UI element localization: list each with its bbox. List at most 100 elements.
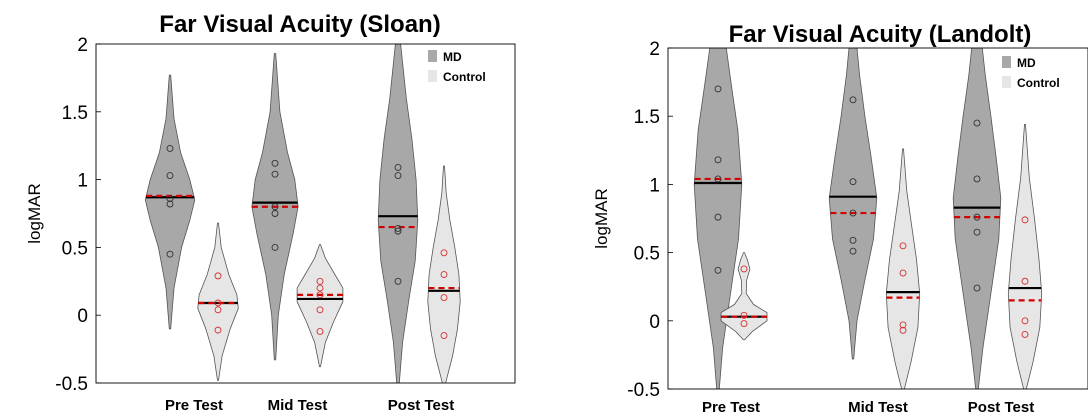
legend-swatch-control [428, 70, 437, 82]
data-point [440, 294, 448, 302]
data-point [271, 203, 279, 211]
data-point [394, 163, 402, 171]
data-point [394, 172, 402, 179]
data-point [394, 277, 402, 285]
data-point [849, 247, 857, 255]
chart-title: Far Visual Acuity (Landolt) [729, 21, 1032, 48]
data-point [166, 195, 174, 203]
data-point [1021, 330, 1029, 338]
violin-control-2 [885, 148, 921, 389]
data-point [440, 249, 448, 257]
x-tick-label: Mid Test [268, 397, 328, 414]
data-point [271, 243, 279, 251]
data-point [714, 266, 722, 274]
x-tick-label: Post Test [968, 399, 1034, 416]
data-point [316, 291, 324, 299]
x-tick-label: Pre Test [165, 397, 223, 414]
legend-swatch-md [428, 50, 437, 62]
y-axis-label: logMAR [25, 183, 44, 243]
data-point [214, 326, 222, 334]
data-point [440, 332, 448, 339]
y-tick-label: 0 [77, 306, 88, 327]
data-point [740, 320, 748, 327]
x-tick-label: Mid Test [848, 399, 908, 416]
legend-label-md: MD [443, 50, 462, 64]
violin-md-2 [828, 48, 878, 360]
chart-title: Far Visual Acuity (Sloan) [159, 11, 440, 38]
data-point [714, 156, 722, 164]
data-point [394, 227, 402, 235]
data-point [899, 326, 907, 334]
y-tick-label: 2 [649, 39, 660, 60]
legend-swatch-md [1002, 56, 1011, 68]
data-point [166, 250, 174, 258]
violin-control-3 [1007, 124, 1043, 389]
data-point [849, 96, 857, 104]
data-point [1021, 277, 1029, 285]
data-point [973, 284, 981, 292]
data-point [271, 159, 279, 167]
data-point [714, 175, 722, 183]
data-point [849, 178, 857, 186]
data-point [973, 228, 981, 236]
data-point [214, 272, 222, 280]
data-point [740, 311, 748, 319]
violin-control-3 [427, 165, 461, 383]
data-point [973, 175, 981, 183]
data-point [899, 269, 907, 277]
data-point [271, 210, 279, 217]
data-point [440, 271, 448, 278]
data-point [316, 277, 324, 285]
data-point [849, 236, 857, 244]
y-tick-label: -0.5 [55, 374, 88, 395]
data-point [316, 306, 324, 314]
data-point [1021, 317, 1029, 325]
violin-md-1 [693, 48, 743, 389]
data-point [316, 284, 324, 292]
data-point [714, 85, 722, 93]
x-tick-label: Post Test [388, 397, 454, 414]
data-point [899, 242, 907, 250]
data-point [214, 306, 222, 314]
y-tick-label: 0.5 [62, 238, 88, 259]
plot-area [144, 44, 461, 383]
y-tick-label: 1 [77, 171, 88, 192]
violin-control-1 [720, 252, 768, 341]
violin-control-2 [296, 244, 344, 368]
plot-area [693, 48, 1043, 389]
data-point [166, 172, 174, 179]
violin-md-3 [377, 44, 419, 383]
y-tick-label: 0 [649, 312, 660, 333]
y-tick-label: 1 [649, 175, 660, 196]
data-point [394, 224, 402, 232]
data-point [166, 200, 174, 208]
x-tick-label: Pre Test [702, 399, 760, 416]
legend-label-control: Control [1017, 76, 1060, 90]
data-point [973, 119, 981, 127]
data-point [214, 299, 222, 307]
y-tick-label: 2 [77, 35, 88, 56]
data-point [973, 213, 981, 221]
legend-label-control: Control [443, 70, 486, 84]
y-tick-label: 0.5 [634, 244, 660, 265]
legend-swatch-control [1002, 76, 1011, 88]
chart-sloan: Far Visual Acuity (Sloan) -0.5 0 0.5 1 1.5 2 lo… [25, 11, 516, 414]
axes-box [95, 43, 516, 384]
legend-label-md: MD [1017, 56, 1036, 70]
violin-md-3 [952, 48, 1002, 389]
data-point [1021, 216, 1029, 224]
data-point [740, 265, 748, 273]
y-axis-label: logMAR [592, 188, 611, 248]
data-point [849, 209, 857, 217]
axes-box [667, 47, 1088, 390]
y-tick-label: -0.5 [627, 380, 660, 401]
y-tick-label: 1.5 [634, 107, 660, 128]
data-point [714, 213, 722, 221]
data-point [271, 170, 279, 178]
data-point [899, 321, 907, 329]
y-tick-label: 1.5 [62, 103, 88, 124]
violin-control-1 [197, 222, 239, 381]
data-point [316, 328, 324, 335]
data-point [166, 144, 174, 152]
